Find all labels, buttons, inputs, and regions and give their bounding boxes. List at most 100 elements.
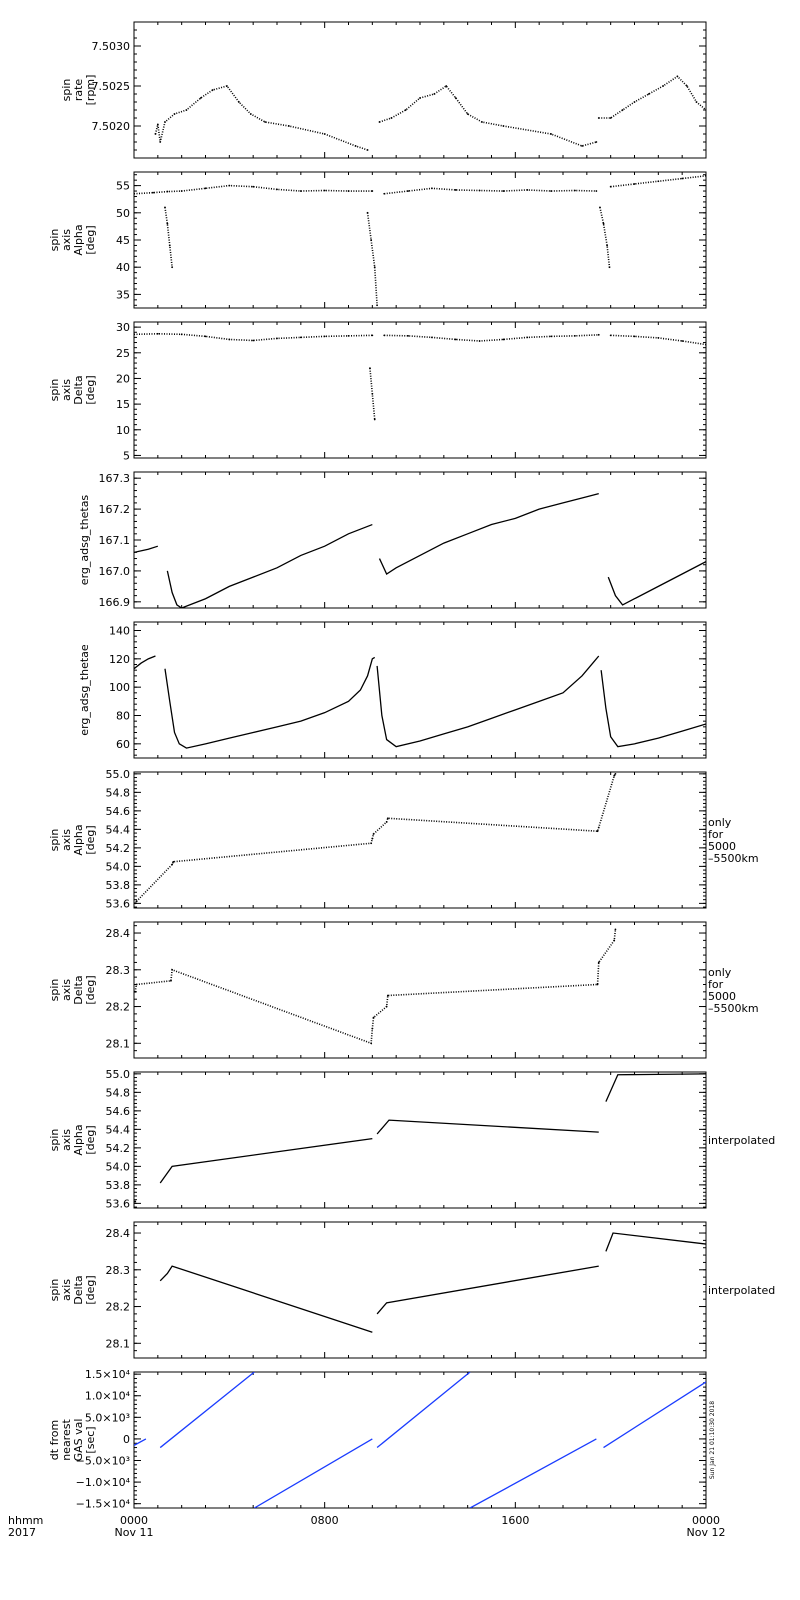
- series-group: [134, 1073, 706, 1203]
- data-point: [606, 244, 608, 247]
- y-tick-label: 53.8: [106, 879, 131, 892]
- data-point: [599, 206, 601, 209]
- data-point: [373, 266, 376, 269]
- y-axis-label: Alpha: [72, 1124, 85, 1155]
- series-group: [134, 174, 706, 307]
- data-point: [366, 211, 369, 214]
- data-point: [502, 190, 505, 192]
- y-tick-label: 10: [116, 424, 130, 437]
- y-axis-label: nearest: [60, 1419, 73, 1461]
- y-tick-label: 28.1: [106, 1337, 131, 1350]
- data-point: [156, 332, 159, 335]
- y-axis-label: Alpha: [72, 824, 85, 855]
- y-tick-label: 55: [116, 180, 130, 193]
- data-point: [596, 983, 599, 986]
- y-tick-label: 55.0: [106, 1068, 131, 1081]
- series-line: [134, 545, 159, 553]
- data-point: [705, 174, 706, 177]
- y-tick-label: 28.2: [106, 1001, 131, 1014]
- x-tick-date: Nov 12: [687, 1526, 726, 1539]
- series-trace: [164, 207, 173, 268]
- data-point: [481, 121, 483, 123]
- x-tick-label: 0800: [311, 1514, 339, 1527]
- panel-note: –5500km: [708, 1002, 759, 1015]
- data-point: [299, 190, 302, 192]
- y-axis-label: [deg]: [84, 375, 97, 404]
- series-line: [607, 561, 706, 606]
- panel-6: 53.6 53.8 54.0 54.2 54.4 54.6 54.8 55.0 spin axis…: [48, 768, 759, 911]
- data-point: [164, 121, 166, 123]
- data-point: [407, 190, 409, 192]
- x-tick-date: Nov 11: [115, 1526, 154, 1539]
- y-axis-label: [deg]: [84, 1125, 97, 1154]
- y-tick-label: 7.5020: [92, 120, 131, 133]
- y-tick-label: 15: [116, 398, 130, 411]
- data-point: [705, 343, 706, 346]
- data-point: [323, 335, 326, 338]
- data-point: [228, 184, 231, 187]
- data-point: [574, 189, 576, 192]
- y-tick-label: 7.5030: [92, 40, 131, 53]
- panel-note: interpolated: [708, 1134, 775, 1147]
- data-point: [369, 367, 371, 370]
- y-axis-label: [rpm]: [84, 75, 97, 106]
- y-axis-label: spin: [48, 229, 61, 252]
- y-tick-label: 54.0: [106, 860, 131, 873]
- data-point: [526, 336, 529, 339]
- y-tick-label: 28.4: [106, 1227, 131, 1240]
- data-point: [633, 335, 636, 338]
- time-format-label: 2017: [8, 1526, 36, 1539]
- data-point: [170, 979, 172, 982]
- y-axis-label: Delta: [72, 375, 85, 404]
- x-tick-label: 0000: [120, 1514, 148, 1527]
- series-line: [469, 1438, 597, 1508]
- data-point: [264, 121, 266, 123]
- y-axis-label: [sec]: [84, 1426, 97, 1453]
- x-tick-label: 0000: [692, 1514, 720, 1527]
- data-point: [180, 333, 183, 336]
- time-format-label: hhmm: [8, 1514, 43, 1527]
- data-point: [378, 121, 381, 123]
- data-point: [366, 149, 369, 151]
- data-point: [135, 983, 138, 986]
- data-point: [373, 418, 376, 421]
- y-tick-label: −5.0×10³: [76, 1455, 130, 1468]
- panel-10: −1.5×10⁴ −1.0×10⁴ −5.0×10³ 0 5.0×10³ 1.0×10⁴ 1…: [48, 1368, 716, 1511]
- y-tick-label: 140: [109, 625, 130, 638]
- data-point: [134, 902, 137, 905]
- series-line: [376, 655, 600, 748]
- data-point: [404, 109, 407, 111]
- x-tick-label: 1600: [501, 1514, 529, 1527]
- y-axis-label: [deg]: [84, 1275, 97, 1304]
- y-axis-label: axis: [60, 829, 73, 851]
- data-point: [613, 774, 616, 777]
- data-point: [168, 244, 171, 247]
- data-point: [135, 900, 138, 903]
- y-tick-label: 54.8: [106, 1086, 131, 1099]
- y-tick-label: 28.3: [106, 964, 131, 977]
- y-tick-label: 5: [123, 449, 130, 462]
- data-point: [502, 125, 505, 127]
- y-tick-label: 54.4: [106, 823, 131, 836]
- series-line: [254, 1438, 373, 1508]
- data-point: [134, 333, 135, 336]
- panel-5: 60 80 100 120 140 erg_adsg_thetae: [78, 621, 707, 759]
- series-line: [605, 1232, 706, 1252]
- data-point: [478, 189, 481, 192]
- y-axis-label: spin: [48, 829, 61, 852]
- y-tick-label: 80: [116, 710, 130, 723]
- panel-9: 28.1 28.2 28.3 28.4 spin axis Delta [deg] interp…: [48, 1221, 775, 1359]
- data-point: [526, 189, 529, 191]
- data-point: [166, 222, 169, 225]
- panel-note: interpolated: [708, 1284, 775, 1297]
- y-tick-label: 30: [116, 321, 130, 334]
- data-point: [431, 336, 433, 339]
- data-point: [431, 187, 433, 190]
- series-trace: [134, 184, 373, 195]
- y-tick-label: 28.1: [106, 1037, 131, 1050]
- data-point: [185, 109, 188, 111]
- y-axis-label: axis: [60, 379, 73, 401]
- y-tick-label: 54.4: [106, 1123, 131, 1136]
- data-point: [597, 117, 600, 119]
